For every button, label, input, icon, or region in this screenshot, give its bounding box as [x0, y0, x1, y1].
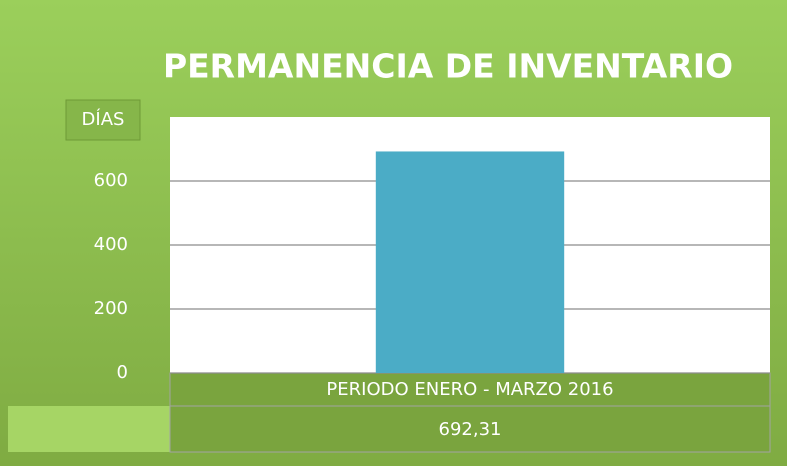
- value-label: 692,31: [439, 419, 502, 440]
- chart-title: PERMANENCIA DE INVENTARIO: [163, 47, 733, 86]
- y-label-box: [65, 99, 141, 141]
- y-tick-label: 400: [94, 234, 128, 255]
- y-tick-label: 600: [94, 170, 128, 191]
- table-row: [169, 405, 771, 453]
- y-tick-label: 200: [94, 298, 128, 319]
- y-axis-label: DÍAS: [82, 108, 125, 130]
- table-legend-cell: [8, 406, 170, 452]
- x-tick-label: PERIODO ENERO - MARZO 2016: [326, 379, 613, 400]
- bar: [375, 151, 565, 373]
- y-tick-label: 0: [117, 362, 128, 383]
- table-row: [169, 372, 771, 407]
